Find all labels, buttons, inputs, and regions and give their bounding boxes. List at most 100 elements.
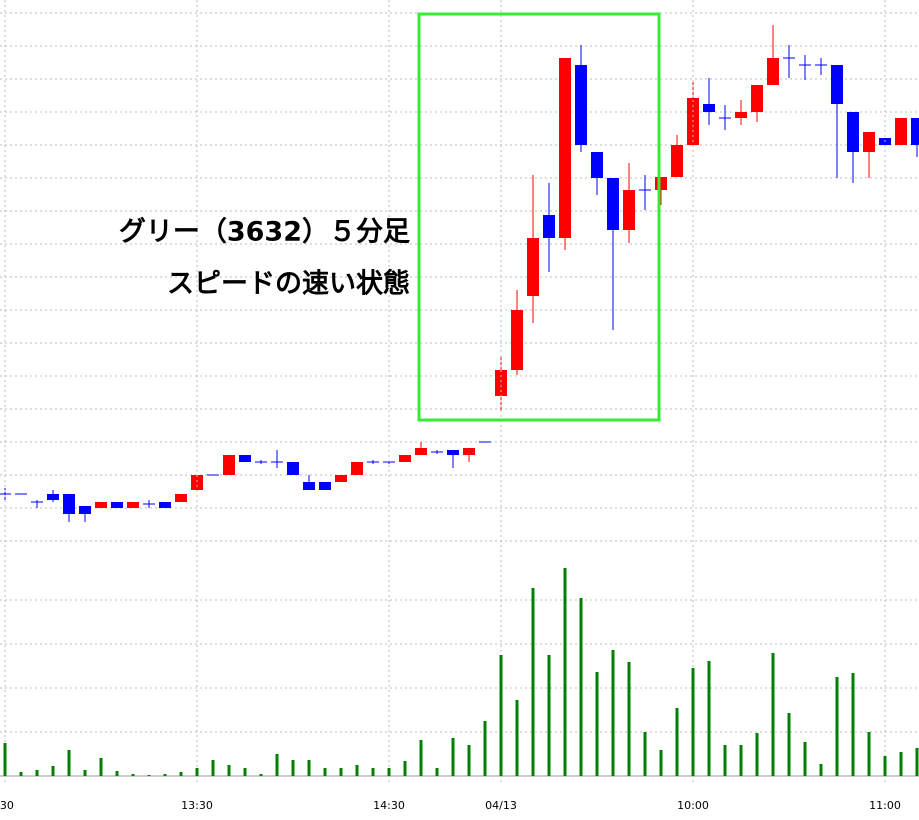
candle-body (495, 370, 507, 396)
candle-body (815, 64, 827, 66)
candle-body (47, 494, 59, 500)
volume-bar (531, 588, 535, 776)
volume-bar (115, 771, 119, 776)
candle-body (831, 65, 843, 104)
candle-body (127, 502, 139, 508)
candle-body (639, 189, 651, 191)
volume-bar (867, 732, 871, 776)
volume-bar (243, 768, 247, 776)
volume-bar (67, 750, 71, 776)
candle-body (255, 461, 267, 463)
volume-bar (627, 662, 631, 776)
volume-bar (403, 761, 407, 776)
candle-body (783, 57, 795, 59)
candle-body (751, 85, 763, 112)
candle-body (847, 112, 859, 152)
candle-body (527, 238, 539, 296)
volume-bar (707, 661, 711, 776)
volume-bar (691, 668, 695, 776)
candle-body (351, 462, 363, 475)
candle-body (319, 482, 331, 490)
candle-body (511, 310, 523, 370)
volume-bar (3, 743, 7, 776)
volume-bar (195, 768, 199, 776)
volume-bar (323, 768, 327, 776)
volume-bar (83, 770, 87, 776)
candle-body (335, 475, 347, 482)
candle-body (767, 58, 779, 85)
x-tick-label: 04/13 (485, 799, 517, 812)
candle-body (271, 461, 283, 463)
volume-bar (579, 598, 583, 776)
volume-bar (755, 733, 759, 776)
volume-bar (803, 742, 807, 776)
candle-body (703, 104, 715, 112)
volume-bar (771, 653, 775, 776)
candle-body (735, 112, 747, 118)
x-tick-label: 10:00 (677, 799, 709, 812)
volume-bar (595, 672, 599, 776)
volume-bar (483, 721, 487, 776)
candle-body (207, 474, 219, 476)
volume-bar (131, 774, 135, 776)
candle-body (479, 441, 491, 443)
volume-bar (611, 650, 615, 776)
candle-body (79, 506, 91, 514)
candle-body (447, 450, 459, 455)
volume-bar (179, 772, 183, 776)
volume-bar (659, 750, 663, 776)
x-tick-label: :30 (0, 799, 14, 812)
candle-body (623, 190, 635, 230)
volume-bar (515, 700, 519, 776)
candle-body (671, 145, 683, 177)
candle-body (399, 455, 411, 462)
volume-bar (547, 655, 551, 776)
volume-bar (227, 765, 231, 776)
volume-bar (419, 740, 423, 776)
volume-bar (307, 760, 311, 776)
volume-bar (883, 756, 887, 776)
volume-bar (451, 738, 455, 776)
volume-bar (787, 713, 791, 776)
volume-bar (819, 764, 823, 776)
volume-bar (435, 768, 439, 776)
x-tick-label: 11:00 (869, 799, 901, 812)
candle-body (143, 503, 155, 505)
candle-body (463, 448, 475, 455)
candle-body (799, 64, 811, 66)
candle-body (543, 215, 555, 238)
volume-bar (163, 774, 167, 776)
volume-bar (275, 754, 279, 776)
volume-bar (851, 673, 855, 776)
annotation: スピードの速い状態 (167, 268, 410, 300)
candle-body (223, 455, 235, 475)
candle-body (287, 462, 299, 475)
volume-bar (739, 745, 743, 776)
volume-bar (835, 677, 839, 776)
volume-bar (371, 768, 375, 776)
volume-bar (467, 745, 471, 776)
candle-body (607, 178, 619, 230)
volume-bar (723, 745, 727, 776)
candle-body (575, 65, 587, 145)
volume-bar (563, 568, 567, 776)
candle-body (415, 448, 427, 455)
x-tick-label: 14:30 (373, 799, 405, 812)
volume-bar (259, 774, 263, 776)
candle-body (719, 117, 731, 119)
candle-body (175, 494, 187, 502)
candle-body (0, 493, 11, 495)
x-tick-label: 13:30 (181, 799, 213, 812)
candle-body (63, 494, 75, 514)
volume-bar (339, 768, 343, 776)
candle-body (431, 451, 443, 453)
candle-body (559, 58, 571, 238)
volume-bar (499, 655, 503, 776)
candle-body (111, 502, 123, 508)
candle-body (655, 177, 667, 190)
candle-body (367, 461, 379, 463)
candle-body (95, 502, 107, 508)
candle-body (15, 493, 27, 495)
